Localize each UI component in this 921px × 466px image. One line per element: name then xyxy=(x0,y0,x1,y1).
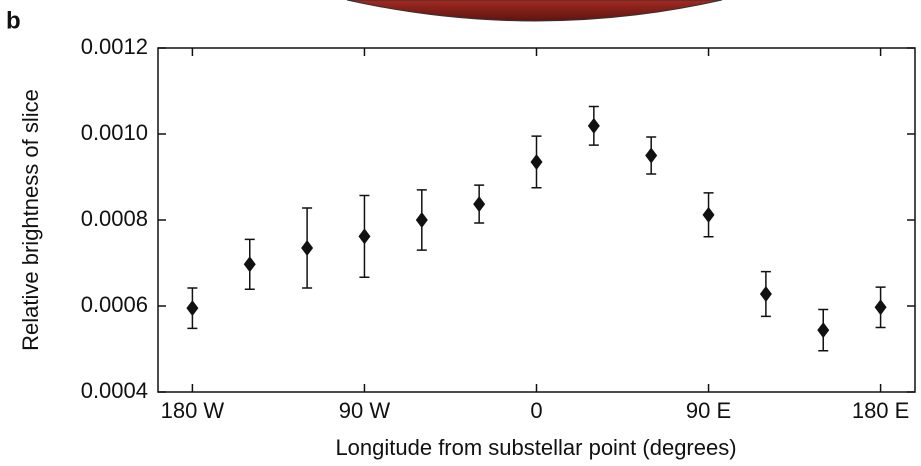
y-tick-label: 0.0004 xyxy=(81,378,148,403)
x-tick-label: 180 W xyxy=(161,398,225,423)
x-axis-label: Longitude from substellar point (degrees… xyxy=(335,435,736,460)
y-tick-label: 0.0010 xyxy=(81,120,148,145)
data-point xyxy=(759,285,772,302)
data-point xyxy=(243,256,256,273)
data-point xyxy=(817,322,830,339)
data-point xyxy=(358,228,371,245)
y-tick-label: 0.0012 xyxy=(81,34,148,59)
y-tick-label: 0.0008 xyxy=(81,206,148,231)
x-tick-label: 90 E xyxy=(686,398,731,423)
x-tick-label: 90 W xyxy=(339,398,391,423)
data-point xyxy=(702,206,715,223)
data-point xyxy=(186,300,199,317)
y-axis-label: Relative brightness of slice xyxy=(18,89,43,351)
data-point xyxy=(415,212,428,228)
x-tick-label: 0 xyxy=(530,398,542,423)
planet-image xyxy=(346,0,723,22)
plot-frame xyxy=(157,47,916,393)
data-point xyxy=(301,239,314,256)
data-point xyxy=(530,153,543,170)
data-point xyxy=(645,147,658,164)
data-point xyxy=(874,299,887,316)
data-point xyxy=(587,117,600,134)
data-point xyxy=(473,196,486,213)
panel-label: b xyxy=(6,7,21,34)
y-tick-label: 0.0006 xyxy=(81,292,148,317)
x-tick-label: 180 E xyxy=(852,398,910,423)
